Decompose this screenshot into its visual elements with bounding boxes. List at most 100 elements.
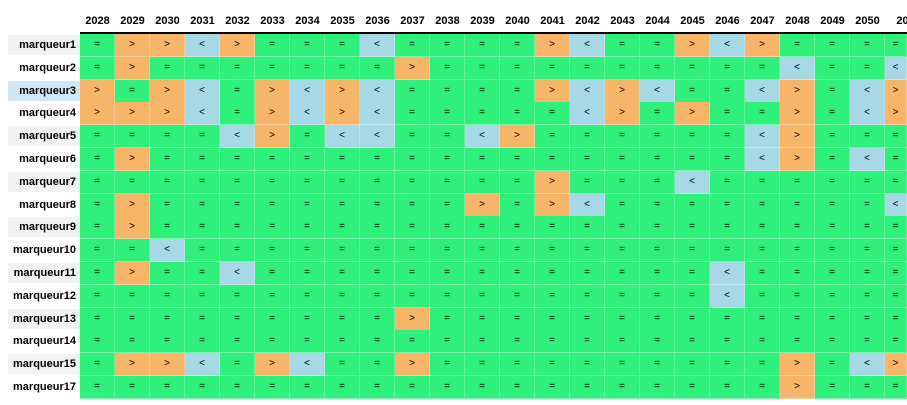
cell-marqueur10-2030: < [150, 239, 185, 263]
cell-marqueur10-2036: = [360, 239, 395, 263]
cell-marqueur14-2032: = [220, 330, 255, 354]
column-header-2043: 2043 [610, 15, 635, 27]
cell-marqueur7-2041: > [535, 170, 570, 194]
cell-marqueur9-2033: = [255, 216, 290, 240]
cell-marqueur14-2036: = [360, 330, 395, 354]
cell-marqueur3-2049: = [815, 79, 850, 103]
cell-marqueur4-2034: < [290, 102, 325, 126]
cell-marqueur15-2040: = [500, 353, 535, 377]
cell-marqueur2-2039: = [465, 56, 500, 80]
cell-marqueur7-2030: = [150, 170, 185, 194]
cell-marqueur12-2036: = [360, 284, 395, 308]
cell-marqueur11-2035: = [325, 262, 360, 285]
cell-marqueur11-2044: = [640, 262, 675, 285]
cell-marqueur2-2044: = [640, 56, 675, 80]
column-header-2029: 2029 [120, 15, 145, 27]
cell-marqueur13-2040: = [500, 307, 535, 331]
cell-marqueur10-2035: = [325, 239, 360, 263]
cell-marqueur8-2030: = [150, 193, 185, 217]
cell-marqueur10-2039: = [465, 239, 500, 263]
cell-marqueur6-2033: = [255, 148, 290, 171]
cell-marqueur6-2034: = [290, 148, 325, 171]
cell-marqueur11-2045: = [675, 262, 710, 285]
row-label-marqueur11: marqueur11 [8, 263, 80, 283]
cell-marqueur1-2041: > [535, 34, 570, 57]
cell-marqueur6-2042: = [570, 148, 605, 171]
header-divider [80, 32, 907, 34]
cell-marqueur2-2031: = [185, 56, 220, 80]
cell-marqueur15-2036: = [360, 353, 395, 377]
cell-marqueur2-2050: = [850, 56, 885, 80]
cell-marqueur3-20: > [885, 79, 907, 103]
cell-marqueur9-20: = [885, 216, 907, 240]
cell-marqueur8-2046: = [710, 193, 745, 217]
cell-marqueur11-2036: = [360, 262, 395, 285]
cell-marqueur11-2031: = [185, 262, 220, 285]
cell-marqueur5-2035: < [325, 125, 360, 149]
cell-marqueur1-2046: < [710, 34, 745, 57]
cell-marqueur14-2033: = [255, 330, 290, 354]
cell-marqueur3-2030: > [150, 79, 185, 103]
cell-marqueur12-2046: < [710, 284, 745, 308]
cell-marqueur9-2038: = [430, 216, 465, 240]
row-label-marqueur9: marqueur9 [8, 217, 80, 238]
cell-marqueur11-20: = [885, 262, 907, 285]
cell-marqueur17-2042: = [570, 376, 605, 399]
cell-marqueur17-2028: = [80, 376, 115, 399]
cell-marqueur1-2028: = [80, 34, 115, 57]
cell-marqueur14-2035: = [325, 330, 360, 354]
cell-marqueur5-2039: < [465, 125, 500, 149]
cell-marqueur5-2032: < [220, 125, 255, 149]
cell-marqueur5-2050: = [850, 125, 885, 149]
column-header-2040: 2040 [505, 15, 530, 27]
cell-marqueur11-2037: = [395, 262, 430, 285]
cell-marqueur5-2037: = [395, 125, 430, 149]
cell-marqueur15-2035: = [325, 353, 360, 377]
cell-marqueur9-2046: = [710, 216, 745, 240]
column-header-2035: 2035 [330, 15, 355, 27]
cell-marqueur11-2039: = [465, 262, 500, 285]
cell-marqueur17-2029: = [115, 376, 150, 399]
cell-marqueur7-2040: = [500, 170, 535, 194]
cell-marqueur4-2028: > [80, 102, 115, 126]
cell-marqueur8-2044: = [640, 193, 675, 217]
cell-marqueur5-2047: < [745, 125, 780, 149]
cell-marqueur7-2032: = [220, 170, 255, 194]
cell-marqueur14-2028: = [80, 330, 115, 354]
cell-marqueur9-2039: = [465, 216, 500, 240]
cell-marqueur2-2045: = [675, 56, 710, 80]
cell-marqueur8-2036: = [360, 193, 395, 217]
cell-marqueur3-2043: > [605, 79, 640, 103]
cell-marqueur12-2044: = [640, 284, 675, 308]
cell-marqueur2-2032: = [220, 56, 255, 80]
cell-marqueur17-2041: = [535, 376, 570, 399]
cell-marqueur7-2049: = [815, 170, 850, 194]
cell-marqueur7-2038: = [430, 170, 465, 194]
cell-marqueur14-2029: = [115, 330, 150, 354]
cell-marqueur9-2042: = [570, 216, 605, 240]
cell-marqueur13-2034: = [290, 307, 325, 331]
cell-marqueur5-2044: = [640, 125, 675, 149]
cell-marqueur11-2034: = [290, 262, 325, 285]
cell-marqueur9-2028: = [80, 216, 115, 240]
cell-marqueur14-2048: = [780, 330, 815, 354]
cell-marqueur14-2042: = [570, 330, 605, 354]
cell-marqueur15-2032: = [220, 353, 255, 377]
cell-marqueur10-2028: = [80, 239, 115, 263]
cell-marqueur8-2033: = [255, 193, 290, 217]
cell-marqueur6-2050: < [850, 148, 885, 171]
cell-marqueur5-2040: > [500, 125, 535, 149]
column-header-2039: 2039 [470, 15, 495, 27]
cell-marqueur7-2043: = [605, 170, 640, 194]
cell-marqueur9-2037: = [395, 216, 430, 240]
cell-marqueur4-2045: > [675, 102, 710, 126]
cell-marqueur4-2036: < [360, 102, 395, 126]
cell-marqueur17-2040: = [500, 376, 535, 399]
cell-marqueur1-2043: = [605, 34, 640, 57]
cell-marqueur15-20: > [885, 353, 907, 377]
cell-marqueur7-2034: = [290, 170, 325, 194]
cell-marqueur1-2045: > [675, 34, 710, 57]
cell-marqueur2-20: < [885, 56, 907, 80]
cell-marqueur2-2028: = [80, 56, 115, 80]
cell-marqueur17-2039: = [465, 376, 500, 399]
